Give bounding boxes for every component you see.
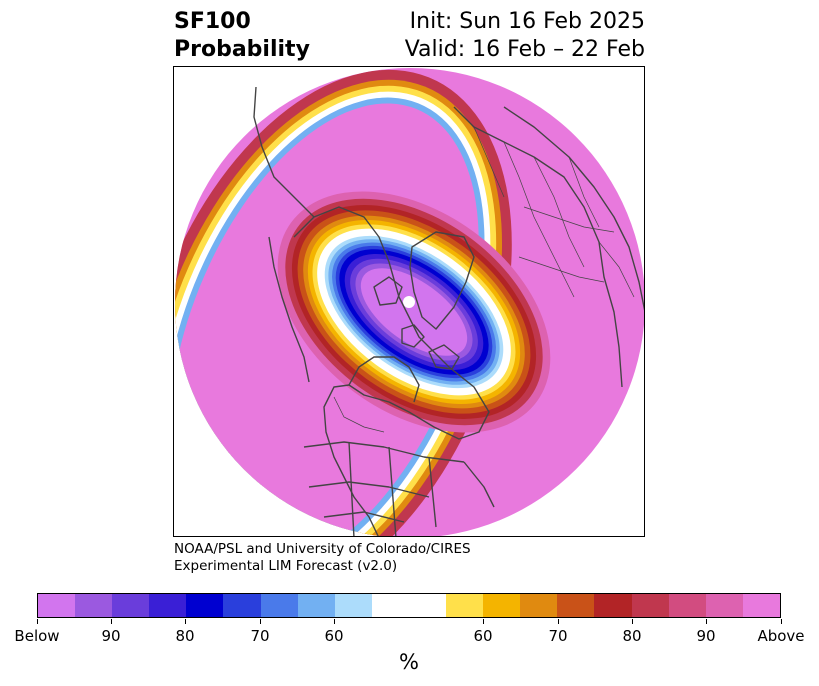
colorbar-segment-7 bbox=[297, 594, 335, 617]
init-date: Init: Sun 16 Feb 2025 bbox=[409, 9, 645, 34]
colorbar-tick-label: Above bbox=[757, 627, 805, 645]
map-credit: NOAA/PSL and University of Colorado/CIRE… bbox=[174, 541, 471, 575]
colorbar bbox=[37, 593, 781, 618]
colorbar-tick-mark bbox=[781, 619, 782, 624]
valid-range: Valid: 16 Feb – 22 Feb bbox=[404, 37, 645, 62]
colorbar-segment-0 bbox=[38, 594, 76, 617]
colorbar-segment-14 bbox=[594, 594, 632, 617]
colorbar-segment-10 bbox=[446, 594, 484, 617]
colorbar-tick-mark bbox=[334, 619, 335, 624]
colorbar-segment-2 bbox=[112, 594, 150, 617]
colorbar-tick-mark bbox=[37, 619, 38, 624]
colorbar-segment-5 bbox=[223, 594, 261, 617]
colorbar-tick-label: 90 bbox=[696, 627, 716, 645]
colorbar-segment-18 bbox=[742, 594, 780, 617]
credit-line-2: Experimental LIM Forecast (v2.0) bbox=[174, 558, 398, 574]
colorbar-segment-1 bbox=[75, 594, 113, 617]
political-borders bbox=[333, 126, 635, 433]
colorbar-tick-mark bbox=[185, 619, 186, 624]
colorbar-tick-mark bbox=[558, 619, 559, 624]
credit-line-1: NOAA/PSL and University of Colorado/CIRE… bbox=[174, 541, 471, 557]
product-name: Probability bbox=[174, 37, 310, 62]
colorbar-tick-label: 80 bbox=[175, 627, 195, 645]
colorbar-tick-label: 70 bbox=[548, 627, 568, 645]
colorbar-segment-16 bbox=[668, 594, 706, 617]
colorbar-segment-3 bbox=[149, 594, 187, 617]
colorbar-tick-mark bbox=[483, 619, 484, 624]
forecast-map-svg bbox=[175, 68, 644, 536]
variable-name: SF100 bbox=[174, 9, 251, 34]
colorbar-segment-13 bbox=[557, 594, 595, 617]
colorbar-tick-label: 70 bbox=[250, 627, 270, 645]
map-title-right: Init: Sun 16 Feb 2025 Valid: 16 Feb – 22… bbox=[405, 8, 645, 64]
pole-marker bbox=[403, 296, 415, 308]
colorbar-segment-6 bbox=[260, 594, 298, 617]
colorbar-segment-8 bbox=[334, 594, 372, 617]
colorbar-segment-12 bbox=[520, 594, 558, 617]
colorbar-tick-mark bbox=[111, 619, 112, 624]
colorbar-segment-9 bbox=[371, 594, 447, 617]
colorbar-segment-11 bbox=[483, 594, 521, 617]
colorbar-tick-mark bbox=[260, 619, 261, 624]
colorbar-unit: % bbox=[399, 650, 419, 674]
colorbar-segment-15 bbox=[631, 594, 669, 617]
colorbar-tick-label: 60 bbox=[324, 627, 344, 645]
colorbar-tick-label: 60 bbox=[473, 627, 493, 645]
colorbar-segment-17 bbox=[705, 594, 743, 617]
colorbar-tick-label: Below bbox=[14, 627, 60, 645]
colorbar-tick-label: 80 bbox=[622, 627, 642, 645]
colorbar-tick-label: 90 bbox=[101, 627, 121, 645]
colorbar-tick-mark bbox=[632, 619, 633, 624]
map-title-left: SF100 Probability bbox=[174, 8, 310, 64]
colorbar-tick-mark bbox=[706, 619, 707, 624]
forecast-map bbox=[173, 66, 645, 537]
colorbar-segment-4 bbox=[186, 594, 224, 617]
coastlines bbox=[253, 86, 644, 536]
